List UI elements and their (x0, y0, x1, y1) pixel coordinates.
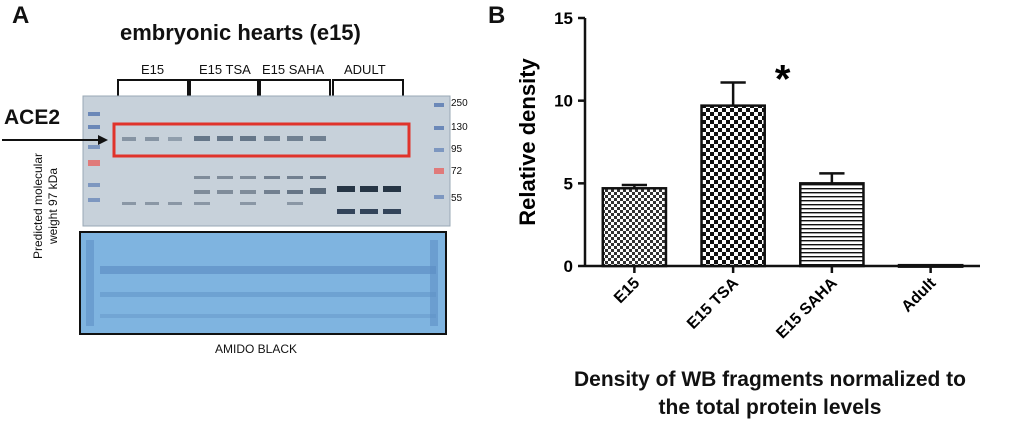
mw-marker-72: 72 (451, 166, 463, 177)
predicted-mw-line2: weight 97 kDa (46, 167, 60, 245)
bar-adult (897, 263, 964, 268)
panel-b-letter: B (488, 2, 506, 29)
bar-e15-saha (799, 182, 865, 268)
mw-marker-95: 95 (451, 144, 463, 155)
ladder-right (434, 103, 444, 199)
bar-chart: 0 5 10 15 Relative density E15 E15 TSA * E15 SA… (515, 9, 980, 342)
bar-e15-tsa (700, 104, 766, 268)
y-tick-label: 0 (564, 257, 573, 276)
amido-black-label: AMIDO BLACK (215, 342, 298, 356)
lane-group-brackets (117, 79, 404, 100)
chart-caption-line2: the total protein levels (658, 396, 882, 419)
x-tick-label: E15 TSA (684, 274, 742, 332)
lower-bands (122, 176, 401, 214)
predicted-mw-label: Predicted molecular weight 97 kDa (31, 141, 63, 271)
y-axis-label: Relative density (515, 57, 540, 225)
mw-marker-250: 250 (451, 98, 468, 109)
bar-e15 (601, 187, 668, 268)
ladder-left (88, 112, 100, 202)
blot-title: embryonic hearts (e15) (120, 20, 361, 45)
mw-marker-55: 55 (451, 193, 463, 204)
mw-marker-130: 130 (451, 122, 468, 133)
ace2-bands (122, 136, 326, 141)
group-label-e15-tsa: E15 TSA (199, 62, 251, 77)
amido-bands (86, 240, 438, 326)
blot-membrane (83, 96, 450, 226)
x-tick-label: E15 SAHA (773, 274, 841, 342)
y-tick-label: 10 (554, 92, 573, 111)
y-tick-label: 15 (554, 9, 573, 28)
western-blot-image (2, 79, 451, 335)
group-label-e15: E15 (141, 62, 165, 77)
x-tick-label: Adult (899, 274, 940, 315)
ace2-arrow (2, 135, 108, 145)
chart-caption: Density of WB fragments normalized to th… (520, 366, 1020, 422)
significance-asterisk: * (775, 57, 791, 101)
x-tick-label: E15 (611, 275, 643, 307)
group-label-adult: ADULT (344, 62, 386, 77)
panel-a-letter: A (12, 2, 30, 29)
y-tick-label: 5 (564, 174, 573, 193)
ace2-label: ACE2 (4, 106, 61, 129)
ace2-highlight-box (112, 122, 411, 158)
predicted-mw-line1: Predicted molecular (31, 152, 45, 260)
amido-black-membrane (79, 231, 447, 335)
chart-caption-line1: Density of WB fragments normalized to (573, 368, 967, 391)
group-label-e15-saha: E15 SAHA (262, 62, 325, 77)
